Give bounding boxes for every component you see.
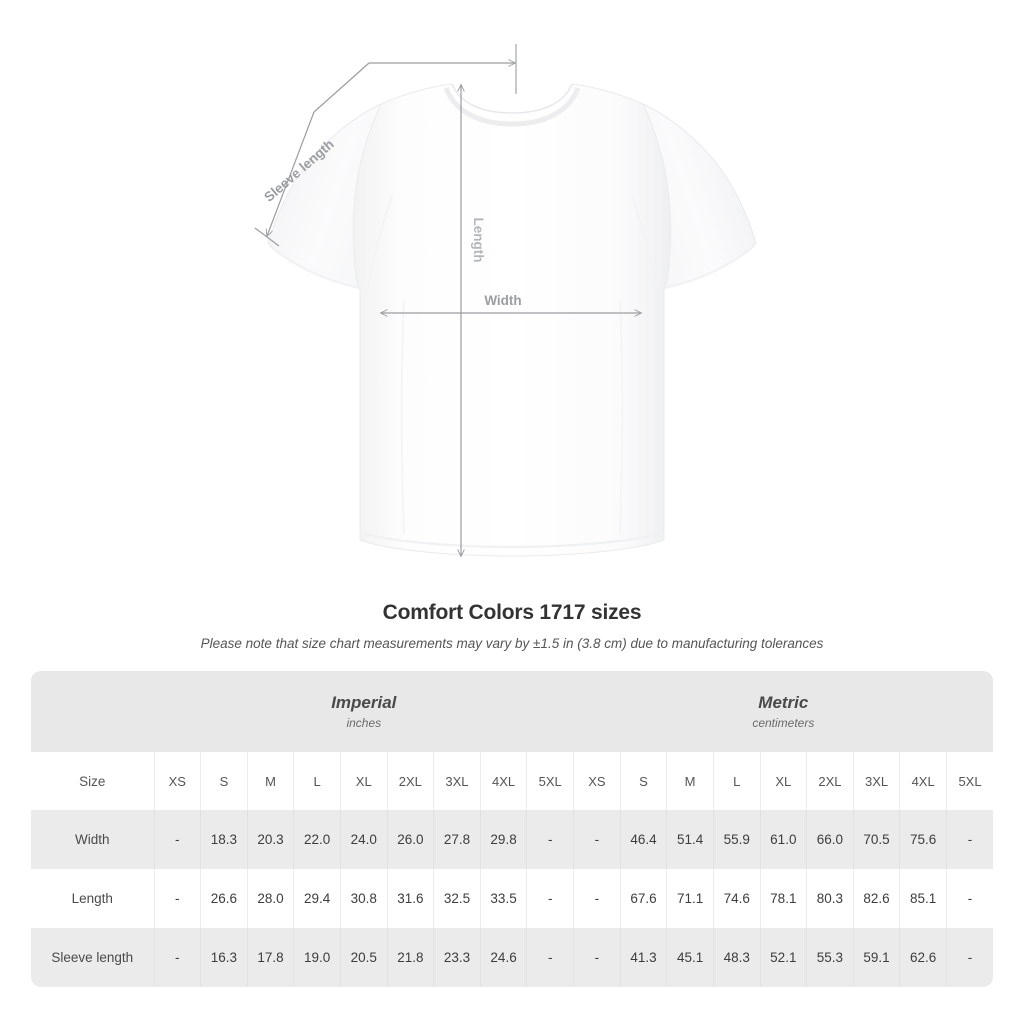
unit-header-imperial: Imperial inches — [154, 671, 574, 752]
cell-length-metric-xs: - — [573, 869, 621, 928]
size-header-imperial-m: M — [246, 752, 294, 810]
unit-subtitle: centimeters — [752, 715, 815, 730]
cell-width-metric-4xl: 75.6 — [899, 810, 947, 869]
size-column-header: Size — [31, 752, 154, 810]
size-chart-table: Imperial inches Metric centimeters Size XS S M L… — [31, 671, 994, 987]
cell-width-imperial-xl: 24.0 — [339, 810, 388, 869]
row-label-sleeve-length: Sleeve length — [31, 928, 154, 987]
cell-length-metric-2xl: 80.3 — [806, 869, 854, 928]
measurement-annotations — [254, 44, 641, 556]
cell-length-imperial-3xl: 32.5 — [433, 869, 481, 928]
size-chart-table-wrapper: Imperial inches Metric centimeters Size XS S M L… — [31, 671, 994, 987]
cell-width-imperial-xs: - — [153, 810, 201, 869]
cell-width-imperial-l: 22.0 — [293, 810, 341, 869]
cell-width-imperial-3xl: 27.8 — [433, 810, 481, 869]
cell-sleeve-length-imperial-5xl: - — [526, 928, 574, 987]
cell-width-metric-m: 51.4 — [666, 810, 714, 869]
cell-length-imperial-2xl: 31.6 — [386, 869, 434, 928]
size-header-metric-4xl: 4XL — [899, 752, 947, 810]
cell-sleeve-length-metric-3xl: 59.1 — [852, 928, 900, 987]
cell-sleeve-length-imperial-xs: - — [153, 928, 201, 987]
cell-width-imperial-2xl: 26.0 — [386, 810, 434, 869]
title-block: Comfort Colors 1717 sizes Please note th… — [0, 598, 1024, 654]
width-label: Width — [484, 293, 521, 308]
size-header-imperial-3xl: 3XL — [433, 752, 481, 810]
size-header-imperial-xs: XS — [153, 752, 201, 810]
cell-sleeve-length-metric-xl: 52.1 — [759, 928, 807, 987]
tshirt-illustration: Sleeve length Length Width — [254, 44, 757, 590]
cell-sleeve-length-imperial-m: 17.8 — [246, 928, 294, 987]
cell-width-metric-xl: 61.0 — [759, 810, 807, 869]
unit-band-row: Imperial inches Metric centimeters — [31, 671, 994, 752]
size-header-imperial-5xl: 5XL — [526, 752, 574, 810]
size-header-metric-xs: XS — [573, 752, 621, 810]
cell-sleeve-length-imperial-s: 16.3 — [200, 928, 248, 987]
cell-length-metric-s: 67.6 — [619, 869, 667, 928]
size-header-imperial-l: L — [293, 752, 341, 810]
tshirt-garment — [267, 83, 757, 557]
cell-length-imperial-s: 26.6 — [200, 869, 248, 928]
cell-sleeve-length-imperial-l: 19.0 — [293, 928, 341, 987]
cell-sleeve-length-metric-2xl: 55.3 — [806, 928, 854, 987]
cell-length-imperial-xs: - — [153, 869, 201, 928]
cell-sleeve-length-imperial-4xl: 24.6 — [479, 928, 527, 987]
size-header-imperial-2xl: 2XL — [386, 752, 434, 810]
size-header-imperial-xl: XL — [339, 752, 388, 810]
size-header-metric-3xl: 3XL — [852, 752, 900, 810]
unit-header-metric: Metric centimeters — [573, 671, 994, 752]
cell-sleeve-length-metric-xs: - — [573, 928, 621, 987]
cell-sleeve-length-metric-5xl: - — [945, 928, 994, 987]
cell-sleeve-length-metric-l: 48.3 — [712, 928, 761, 987]
unit-subtitle: inches — [346, 715, 382, 730]
length-label: Length — [471, 218, 486, 263]
cell-length-imperial-4xl: 33.5 — [479, 869, 527, 928]
sleeve-length-dimension — [254, 44, 517, 247]
cell-length-metric-3xl: 82.6 — [852, 869, 900, 928]
cell-length-metric-4xl: 85.1 — [899, 869, 947, 928]
cell-length-imperial-5xl: - — [526, 869, 574, 928]
cell-width-metric-xs: - — [573, 810, 621, 869]
cell-sleeve-length-metric-s: 41.3 — [619, 928, 667, 987]
size-header-row: Size XS S M L XL 2XL 3XL 4XL 5XL XS S M L XL 2XL 3XL 4XL 5… — [31, 752, 994, 810]
cell-width-imperial-5xl: - — [526, 810, 574, 869]
cell-width-metric-2xl: 66.0 — [806, 810, 854, 869]
size-header-metric-xl: XL — [759, 752, 807, 810]
size-header-metric-m: M — [666, 752, 714, 810]
table-row: Sleeve length -16.3 17.8 19.0 20.5 21.8 23.3 24… — [31, 928, 994, 987]
cell-sleeve-length-imperial-2xl: 21.8 — [386, 928, 434, 987]
cell-sleeve-length-metric-m: 45.1 — [666, 928, 714, 987]
size-header-metric-2xl: 2XL — [806, 752, 854, 810]
size-header-metric-5xl: 5XL — [945, 752, 994, 810]
size-header-imperial-4xl: 4XL — [479, 752, 527, 810]
page-subtitle: Please note that size chart measurements… — [200, 636, 824, 651]
row-label-length: Length — [31, 869, 154, 928]
unit-name: Metric — [758, 692, 809, 712]
cell-sleeve-length-metric-4xl: 62.6 — [899, 928, 947, 987]
table-row: Length -26.6 28.0 29.4 30.8 31.6 32.5 33.5- -67.… — [31, 869, 994, 928]
size-header-metric-s: S — [619, 752, 667, 810]
cell-length-metric-m: 71.1 — [666, 869, 714, 928]
cell-length-metric-5xl: - — [945, 869, 994, 928]
cell-width-imperial-4xl: 29.8 — [479, 810, 527, 869]
row-label-width: Width — [31, 810, 154, 869]
cell-width-metric-l: 55.9 — [712, 810, 761, 869]
unit-name: Imperial — [331, 692, 397, 712]
cell-length-imperial-l: 29.4 — [293, 869, 341, 928]
cell-width-imperial-s: 18.3 — [200, 810, 248, 869]
cell-width-metric-5xl: - — [945, 810, 994, 869]
size-header-metric-l: L — [712, 752, 761, 810]
cell-length-imperial-m: 28.0 — [246, 869, 294, 928]
cell-length-metric-l: 74.6 — [712, 869, 761, 928]
unit-band-corner — [31, 671, 154, 752]
cell-length-metric-xl: 78.1 — [759, 869, 807, 928]
cell-sleeve-length-imperial-3xl: 23.3 — [433, 928, 481, 987]
size-header-imperial-s: S — [200, 752, 248, 810]
page-title: Comfort Colors 1717 sizes — [382, 601, 642, 624]
cell-width-metric-s: 46.4 — [619, 810, 667, 869]
cell-width-metric-3xl: 70.5 — [852, 810, 900, 869]
cell-length-imperial-xl: 30.8 — [339, 869, 388, 928]
cell-width-imperial-m: 20.3 — [246, 810, 294, 869]
table-row: Width -18.3 20.3 22.0 24.0 26.0 27.8 29.8- -46.4… — [31, 810, 994, 869]
cell-sleeve-length-imperial-xl: 20.5 — [339, 928, 388, 987]
